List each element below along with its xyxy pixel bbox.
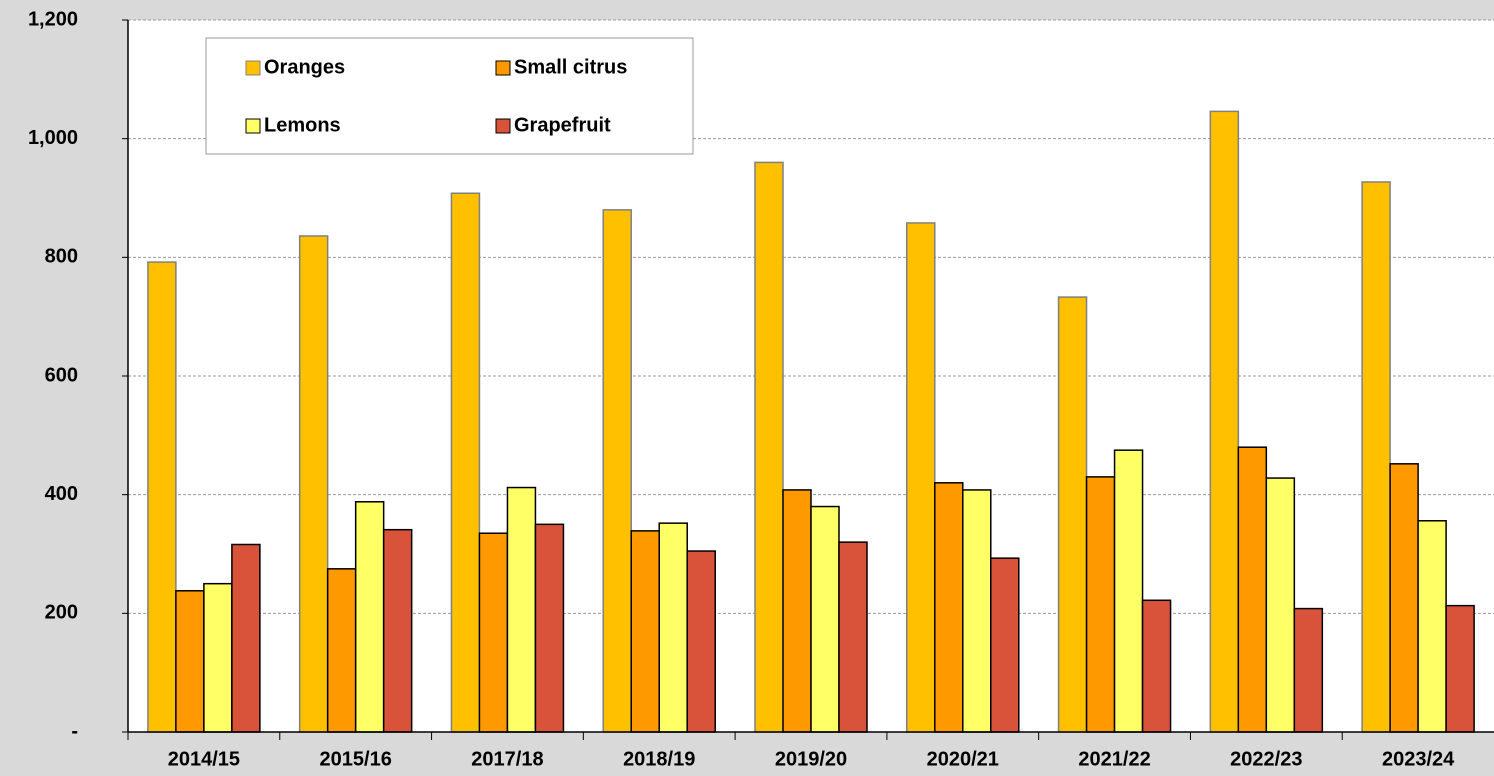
bar (658, 522, 688, 733)
bar (602, 209, 632, 733)
bar (1113, 449, 1144, 733)
x-tick-label: 2023/24 (1382, 748, 1455, 770)
bar (1293, 607, 1324, 733)
x-tick-label: 2019/20 (775, 748, 847, 770)
bar (906, 222, 936, 733)
bar (1265, 477, 1296, 733)
bar (990, 557, 1020, 733)
y-tick-label: 400 (45, 483, 78, 505)
y-tick-label: 600 (45, 364, 78, 386)
bar (450, 192, 481, 733)
x-tick-label: 2020/21 (927, 748, 999, 770)
y-tick-label: 800 (45, 246, 78, 268)
bar (382, 528, 413, 733)
bar (354, 501, 385, 733)
bar (175, 590, 205, 733)
bar (810, 505, 840, 733)
bar (1417, 520, 1447, 733)
bar (934, 482, 964, 733)
bar (1389, 463, 1419, 733)
x-tick-label: 2014/15 (168, 748, 240, 770)
bar (203, 582, 233, 733)
bar (1057, 296, 1088, 733)
legend-label: Small citrus (514, 56, 627, 78)
bar (1237, 446, 1268, 733)
bar (1141, 599, 1172, 733)
x-tick-label: 2015/16 (320, 748, 392, 770)
legend-label: Oranges (264, 56, 345, 78)
legend-box (205, 37, 694, 155)
y-tick-label: 1,200 (28, 8, 78, 30)
bar (326, 568, 357, 733)
legend-swatch (245, 60, 261, 76)
bar (782, 489, 812, 733)
legend-swatch (245, 118, 261, 134)
bar (962, 489, 992, 733)
legend-label: Grapefruit (514, 114, 611, 136)
bar (754, 161, 784, 733)
y-tick-label: 200 (45, 602, 78, 624)
x-tick-label: 2021/22 (1078, 748, 1150, 770)
bar (1445, 604, 1475, 733)
bar (630, 530, 660, 733)
legend-swatch (495, 60, 511, 76)
bar (506, 486, 537, 733)
x-tick-label: 2017/18 (471, 748, 543, 770)
y-tick-label: 1,000 (28, 127, 78, 149)
bar (298, 235, 329, 733)
legend-label: Lemons (264, 114, 341, 136)
bar (1361, 181, 1391, 733)
x-tick-label: 2022/23 (1230, 748, 1302, 770)
bar (147, 261, 177, 733)
bar (231, 543, 261, 733)
bar (686, 550, 716, 733)
bar (534, 523, 565, 733)
y-tick-label: - (71, 720, 78, 742)
legend-swatch (495, 118, 511, 134)
bar (478, 532, 509, 733)
x-tick-label: 2018/19 (623, 748, 695, 770)
bar (1209, 110, 1240, 733)
bar (838, 541, 868, 733)
bar (1085, 476, 1116, 733)
